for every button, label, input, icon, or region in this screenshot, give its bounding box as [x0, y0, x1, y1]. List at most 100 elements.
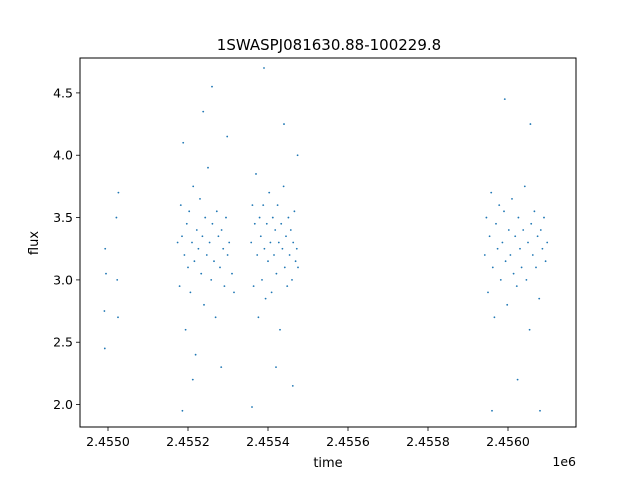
- data-point: [503, 210, 505, 213]
- data-point: [536, 235, 539, 238]
- data-point: [499, 279, 502, 281]
- y-tick-label: 4.0: [53, 148, 73, 163]
- data-point: [276, 204, 279, 207]
- data-point: [503, 98, 506, 101]
- data-point: [514, 235, 517, 238]
- data-point: [220, 229, 223, 231]
- data-point: [178, 285, 181, 288]
- data-point: [222, 247, 225, 250]
- data-point: [504, 260, 507, 263]
- data-point: [184, 328, 187, 331]
- x-axis-offset-label: 1e6: [552, 454, 576, 469]
- data-point: [193, 260, 196, 263]
- data-point: [220, 366, 223, 369]
- data-point: [273, 254, 275, 256]
- data-point: [295, 247, 298, 250]
- data-point: [185, 222, 188, 225]
- data-point: [262, 204, 265, 207]
- data-point: [279, 328, 281, 331]
- data-point: [286, 285, 289, 288]
- data-point: [105, 272, 107, 275]
- data-point: [202, 110, 205, 113]
- data-point: [191, 241, 193, 244]
- data-point: [187, 266, 189, 269]
- y-tick-label: 4.5: [53, 85, 73, 100]
- x-tick-label: 2.4550: [86, 434, 130, 449]
- y-tick-label: 2.0: [53, 397, 73, 412]
- data-point: [285, 235, 287, 238]
- data-point: [541, 247, 544, 250]
- data-point: [487, 291, 489, 294]
- y-tick-label: 2.5: [53, 335, 73, 350]
- data-point: [538, 297, 541, 300]
- data-point: [233, 291, 235, 294]
- data-point: [228, 241, 231, 244]
- data-point: [525, 279, 528, 281]
- data-point: [217, 235, 220, 238]
- data-point: [210, 279, 213, 281]
- data-point: [535, 266, 537, 269]
- data-point: [517, 216, 520, 219]
- data-point: [515, 285, 518, 288]
- data-point: [543, 216, 545, 219]
- data-point: [296, 154, 299, 157]
- data-point: [292, 241, 295, 244]
- data-point: [509, 254, 512, 256]
- data-point: [211, 222, 214, 225]
- data-point: [531, 254, 534, 256]
- data-point: [264, 297, 267, 300]
- data-point: [225, 216, 227, 219]
- x-tick-label: 2.4560: [486, 434, 530, 449]
- data-point: [529, 123, 532, 125]
- data-point: [211, 85, 213, 88]
- data-point: [496, 247, 499, 250]
- data-point: [104, 247, 107, 250]
- data-point: [288, 254, 291, 256]
- data-point: [203, 303, 205, 306]
- x-tick-label: 2.4552: [166, 434, 210, 449]
- data-point: [283, 266, 286, 269]
- data-point: [255, 173, 257, 175]
- data-point: [520, 266, 523, 269]
- data-point: [539, 409, 541, 412]
- data-point: [293, 210, 296, 213]
- data-point: [282, 185, 285, 188]
- data-point: [215, 210, 218, 213]
- data-point: [275, 366, 277, 369]
- data-point: [252, 285, 255, 288]
- data-point: [281, 247, 284, 250]
- data-point: [269, 241, 272, 244]
- data-point: [522, 229, 525, 231]
- data-point: [197, 247, 200, 250]
- x-tick-label: 2.4556: [326, 434, 370, 449]
- data-point: [507, 229, 510, 231]
- data-point: [115, 216, 118, 219]
- data-point: [256, 254, 259, 256]
- x-axis: 2.4550 2.4552 2.4554 2.4556 2.4558 2.4560: [86, 427, 530, 449]
- data-point: [250, 241, 253, 244]
- data-point: [270, 291, 273, 294]
- data-point: [204, 216, 207, 219]
- data-point: [213, 260, 215, 263]
- data-point: [219, 266, 221, 269]
- data-point: [200, 272, 203, 275]
- data-point: [539, 229, 542, 231]
- x-tick-label: 2.4554: [246, 434, 290, 449]
- data-point: [263, 247, 266, 250]
- data-point: [251, 204, 254, 207]
- data-point: [289, 229, 292, 231]
- data-point: [533, 210, 536, 213]
- y-tick-label: 3.5: [53, 210, 73, 225]
- data-point: [265, 222, 268, 225]
- y-tick-label: 3.0: [53, 272, 73, 287]
- plot-frame: [79, 57, 577, 428]
- data-point: [516, 378, 519, 381]
- data-point: [226, 254, 229, 256]
- data-point: [205, 254, 208, 256]
- data-point: [491, 266, 494, 269]
- data-point: [268, 191, 271, 194]
- data-point: [512, 272, 515, 275]
- data-point: [103, 310, 106, 312]
- data-point: [261, 279, 263, 281]
